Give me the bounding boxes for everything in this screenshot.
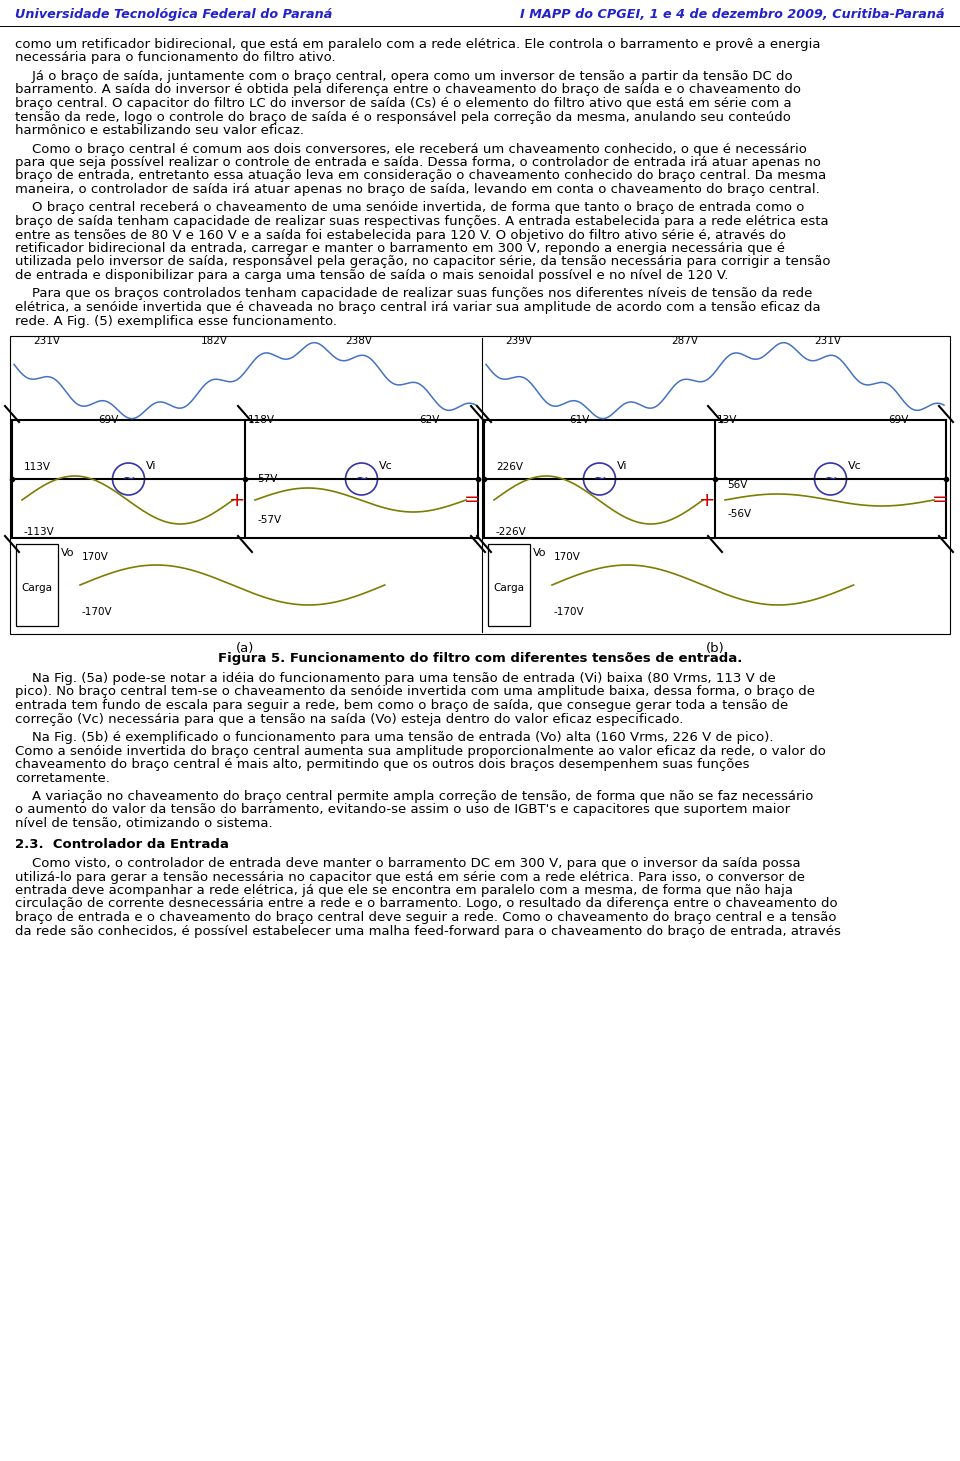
Text: retificador bidirecional da entrada, carregar e manter o barramento em 300 V, re: retificador bidirecional da entrada, car… (15, 243, 785, 256)
Text: entrada tem fundo de escala para seguir a rede, bem como o braço de saída, que c: entrada tem fundo de escala para seguir … (15, 698, 788, 712)
Text: ~: ~ (592, 470, 607, 488)
Text: chaveamento do braço central é mais alto, permitindo que os outros dois braços d: chaveamento do braço central é mais alto… (15, 758, 750, 771)
Text: 231V: 231V (33, 336, 60, 346)
Text: =: = (464, 491, 480, 510)
Text: 13V: 13V (717, 415, 737, 425)
Text: braço de entrada, entretanto essa atuação leva em consideração o chaveamento con: braço de entrada, entretanto essa atuaçã… (15, 169, 827, 183)
Text: entre as tensões de 80 V e 160 V e a saída foi estabelecida para 120 V. O objeti: entre as tensões de 80 V e 160 V e a saí… (15, 228, 786, 241)
Text: pico). No braço central tem-se o chaveamento da senóide invertida com uma amplit: pico). No braço central tem-se o chaveam… (15, 685, 815, 698)
Text: 56V: 56V (727, 481, 748, 489)
Text: rede. A Fig. (5) exemplifica esse funcionamento.: rede. A Fig. (5) exemplifica esse funcio… (15, 314, 337, 327)
Text: Vc: Vc (378, 462, 393, 470)
Text: +: + (699, 491, 715, 510)
Text: 170V: 170V (554, 552, 581, 562)
Text: Na Fig. (5b) é exemplificado o funcionamento para uma tensão de entrada (Vo) alt: Na Fig. (5b) é exemplificado o funcionam… (15, 730, 774, 744)
Bar (10, 336, 950, 634)
Text: ~: ~ (354, 470, 369, 488)
Text: Para que os braços controlados tenham capacidade de realizar suas funções nos di: Para que os braços controlados tenham ca… (15, 288, 812, 301)
Text: ~: ~ (824, 470, 837, 488)
Text: braço de saída tenham capacidade de realizar suas respectivas funções. A entrada: braço de saída tenham capacidade de real… (15, 215, 828, 228)
Text: -113V: -113V (24, 527, 55, 538)
Text: utilizada pelo inversor de saída, responsável pela geração, no capacitor série, : utilizada pelo inversor de saída, respon… (15, 256, 830, 269)
Text: de entrada e disponibilizar para a carga uma tensão de saída o mais senoidal pos: de entrada e disponibilizar para a carga… (15, 269, 729, 282)
Text: -56V: -56V (727, 508, 751, 519)
Text: Como o braço central é comum aos dois conversores, ele receberá um chaveamento c: Como o braço central é comum aos dois co… (15, 143, 806, 155)
Text: harmônico e estabilizando seu valor eficaz.: harmônico e estabilizando seu valor efic… (15, 124, 304, 137)
Text: 238V: 238V (346, 336, 372, 346)
Text: 226V: 226V (496, 462, 523, 472)
Text: Universidade Tecnológica Federal do Paraná: Universidade Tecnológica Federal do Para… (15, 7, 332, 20)
Text: Figura 5. Funcionamento do filtro com diferentes tensões de entrada.: Figura 5. Funcionamento do filtro com di… (218, 652, 742, 665)
Text: barramento. A saída do inversor é obtida pela diferença entre o chaveamento do b: barramento. A saída do inversor é obtida… (15, 83, 801, 96)
Text: Vc: Vc (848, 462, 861, 470)
Text: 239V: 239V (505, 336, 532, 346)
Text: I MAPP do CPGEI, 1 e 4 de dezembro 2009, Curitiba-Paraná: I MAPP do CPGEI, 1 e 4 de dezembro 2009,… (520, 7, 945, 20)
Text: Como a senóide invertida do braço central aumenta sua amplitude proporcionalment: Como a senóide invertida do braço centra… (15, 745, 826, 757)
Text: +: + (228, 491, 245, 510)
Text: O braço central receberá o chaveamento de uma senóide invertida, de forma que ta: O braço central receberá o chaveamento d… (15, 202, 804, 215)
Text: Na Fig. (5a) pode-se notar a idéia do funcionamento para uma tensão de entrada (: Na Fig. (5a) pode-se notar a idéia do fu… (15, 672, 776, 685)
Text: Carga: Carga (493, 583, 524, 593)
Text: braço de entrada e o chaveamento do braço central deve seguir a rede. Como o cha: braço de entrada e o chaveamento do braç… (15, 912, 836, 923)
Text: 182V: 182V (201, 336, 228, 346)
Text: 69V: 69V (888, 415, 908, 425)
Text: -57V: -57V (257, 514, 281, 524)
Text: 231V: 231V (814, 336, 841, 346)
Text: =: = (932, 491, 948, 510)
Text: 113V: 113V (24, 462, 51, 472)
Text: como um retificador bidirecional, que está em paralelo com a rede elétrica. Ele : como um retificador bidirecional, que es… (15, 38, 821, 51)
Text: (a): (a) (236, 641, 254, 655)
Text: Já o braço de saída, juntamente com o braço central, opera como um inversor de t: Já o braço de saída, juntamente com o br… (15, 70, 793, 83)
Text: 61V: 61V (569, 415, 589, 425)
Text: o aumento do valor da tensão do barramento, evitando-se assim o uso de IGBT's e : o aumento do valor da tensão do barramen… (15, 804, 790, 817)
Text: -170V: -170V (554, 606, 585, 617)
Text: Como visto, o controlador de entrada deve manter o barramento DC em 300 V, para : Como visto, o controlador de entrada dev… (15, 858, 801, 869)
Text: Carga: Carga (21, 583, 53, 593)
Text: necessária para o funcionamento do filtro ativo.: necessária para o funcionamento do filtr… (15, 51, 336, 64)
Bar (488, 543, 530, 625)
Text: correção (Vc) necessária para que a tensão na saída (Vo) esteja dentro do valor : correção (Vc) necessária para que a tens… (15, 713, 684, 726)
Text: circulação de corrente desnecessária entre a rede e o barramento. Logo, o result: circulação de corrente desnecessária ent… (15, 897, 838, 910)
Text: -226V: -226V (496, 527, 527, 538)
Bar (16, 543, 58, 625)
Text: Vo: Vo (61, 548, 75, 558)
Text: 2.3.  Controlador da Entrada: 2.3. Controlador da Entrada (15, 839, 228, 852)
Text: maneira, o controlador de saída irá atuar apenas no braço de saída, levando em c: maneira, o controlador de saída irá atua… (15, 183, 820, 196)
Text: da rede são conhecidos, é possível estabelecer uma malha feed-forward para o cha: da rede são conhecidos, é possível estab… (15, 925, 841, 938)
Text: 170V: 170V (82, 552, 108, 562)
Text: nível de tensão, otimizando o sistema.: nível de tensão, otimizando o sistema. (15, 817, 273, 830)
Text: corretamente.: corretamente. (15, 771, 109, 785)
Text: A variação no chaveamento do braço central permite ampla correção de tensão, de : A variação no chaveamento do braço centr… (15, 790, 813, 804)
Text: 57V: 57V (257, 473, 277, 484)
Text: 287V: 287V (671, 336, 698, 346)
Text: 69V: 69V (98, 415, 119, 425)
Text: ~: ~ (122, 470, 135, 488)
Text: -170V: -170V (82, 606, 112, 617)
Text: entrada deve acompanhar a rede elétrica, já que ele se encontra em paralelo com : entrada deve acompanhar a rede elétrica,… (15, 884, 793, 897)
Text: utilizá-lo para gerar a tensão necessária no capacitor que está em série com a r: utilizá-lo para gerar a tensão necessári… (15, 871, 805, 884)
Text: 118V: 118V (248, 415, 275, 425)
Text: elétrica, a senóide invertida que é chaveada no braço central irá variar sua amp: elétrica, a senóide invertida que é chav… (15, 301, 821, 314)
Text: Vo: Vo (533, 548, 546, 558)
Text: 62V: 62V (420, 415, 440, 425)
Text: para que seja possível realizar o controle de entrada e saída. Dessa forma, o co: para que seja possível realizar o contro… (15, 156, 821, 169)
Text: (b): (b) (706, 641, 725, 655)
Text: braço central. O capacitor do filtro LC do inversor de saída (Cs) é o elemento d: braço central. O capacitor do filtro LC … (15, 96, 792, 110)
Text: Vi: Vi (616, 462, 627, 470)
Text: Vi: Vi (146, 462, 156, 470)
Text: tensão da rede, logo o controle do braço de saída é o responsável pela correção : tensão da rede, logo o controle do braço… (15, 111, 791, 124)
